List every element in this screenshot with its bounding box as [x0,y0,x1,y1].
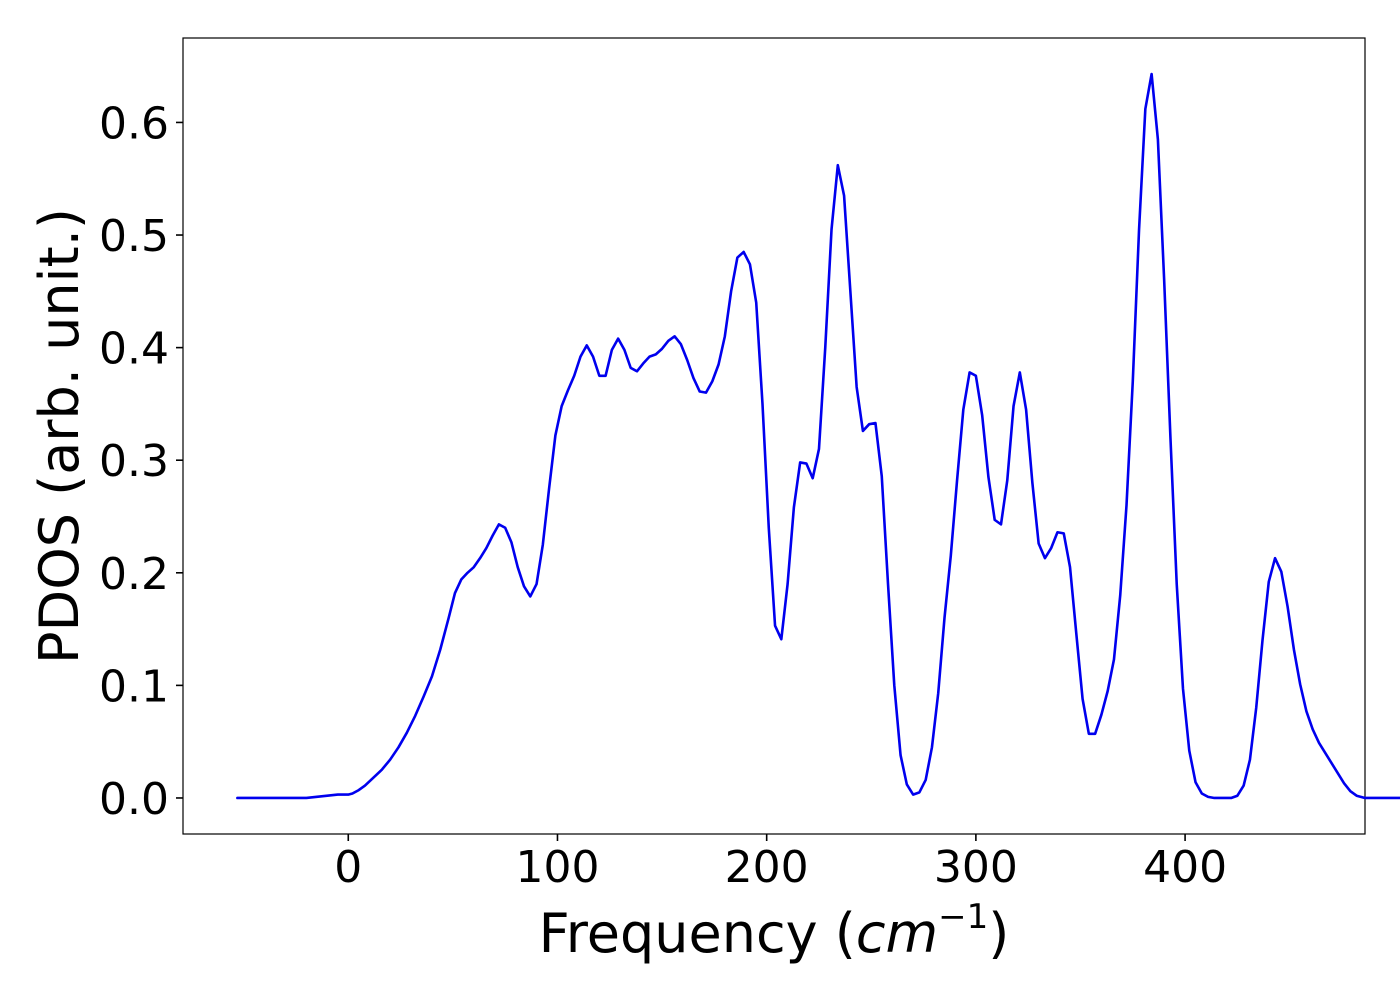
x-tick-label: 200 [725,842,809,893]
x-axis-label-exponent: −1 [938,897,988,937]
x-axis: 0 100 200 300 400 [334,834,1227,893]
pdos-series-line [236,72,1400,800]
x-axis-label-suffix: ) [988,902,1009,965]
x-tick-label: 100 [515,842,599,893]
y-tick-label: 0.1 [99,661,169,712]
y-tick-label: 0.3 [99,436,169,487]
y-axis-label: PDOS (arb. unit.) [28,208,91,664]
plot-area [182,37,1400,835]
series-layer [236,72,1400,800]
y-tick-label: 0.6 [99,98,169,149]
plot-frame [182,37,1366,835]
y-tick-label: 0.4 [99,324,169,375]
x-axis-label: Frequency (cm−1) [539,897,1010,965]
x-tick-label: 400 [1143,842,1227,893]
x-tick-label: 300 [934,842,1018,893]
y-tick-label: 0.0 [99,774,169,825]
y-tick-label: 0.2 [99,549,169,600]
x-tick-label: 0 [334,842,362,893]
x-axis-label-unit: cm [856,902,938,965]
y-axis: 0.0 0.1 0.2 0.3 0.4 0.5 0.6 [99,98,183,825]
y-tick-label: 0.5 [99,211,169,262]
x-axis-label-prefix: Frequency ( [539,902,856,965]
